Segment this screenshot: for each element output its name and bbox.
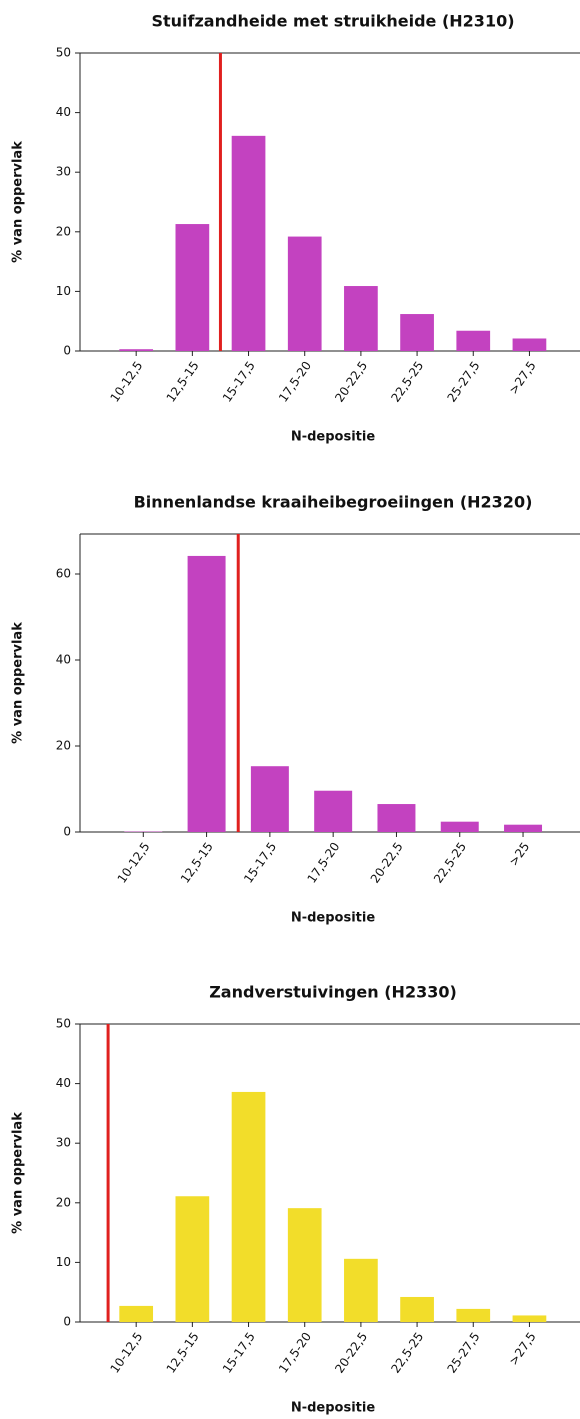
x-axis-label: N-depositie — [291, 1401, 375, 1416]
bar — [504, 824, 543, 832]
bar — [187, 555, 226, 832]
bar — [440, 821, 479, 832]
bar — [377, 804, 416, 832]
x-tick-label: 17,5-20 — [304, 840, 342, 886]
y-tick-label: 60 — [56, 566, 71, 580]
x-tick-label: 22,5-25 — [388, 1330, 426, 1376]
x-tick-label: >27,5 — [506, 359, 539, 397]
y-tick-label: 20 — [56, 224, 71, 238]
x-tick-label: 10-12,5 — [115, 840, 153, 886]
x-tick-label: 20-22,5 — [332, 359, 370, 405]
bar — [400, 1296, 434, 1322]
x-axis-label: N-depositie — [291, 911, 375, 926]
y-tick-label: 30 — [56, 165, 71, 179]
x-tick-label: 15-17,5 — [220, 1330, 258, 1376]
x-tick-label: >25 — [506, 840, 532, 869]
bar — [175, 224, 210, 351]
y-tick-label: 0 — [63, 825, 71, 839]
bar — [231, 135, 266, 351]
bar-chart: Binnenlandse kraaiheibegroeiingen (H2320… — [11, 493, 580, 926]
bar — [287, 1208, 322, 1322]
x-tick-label: 22,5-25 — [388, 359, 426, 405]
y-tick-label: 50 — [56, 46, 71, 60]
x-tick-label: 12,5-15 — [164, 1330, 202, 1376]
bar — [400, 314, 434, 351]
y-tick-label: 40 — [56, 652, 71, 666]
x-tick-label: 25-27,5 — [445, 1330, 483, 1376]
y-tick-label: 40 — [56, 1076, 71, 1090]
bar-chart: Stuifzandheide met struikheide (H2310) 0 1… — [11, 12, 580, 445]
x-tick-label: 12,5-15 — [178, 840, 216, 886]
bar — [344, 1258, 378, 1322]
y-tick-label: 10 — [56, 284, 71, 298]
x-tick-label: 15-17,5 — [220, 359, 258, 405]
x-axis-label: N-depositie — [291, 430, 375, 445]
y-tick-label: 20 — [56, 738, 71, 752]
x-tick-label: 22,5-25 — [431, 840, 469, 886]
y-axis-label: % van oppervlak — [11, 622, 26, 744]
y-tick-label: 0 — [63, 1315, 71, 1329]
x-tick-label: 17,5-20 — [276, 1330, 314, 1376]
bar — [231, 1091, 266, 1322]
bar — [512, 1315, 547, 1322]
bar — [119, 349, 154, 351]
y-tick-label: 50 — [56, 1017, 71, 1031]
chart-title: Stuifzandheide met struikheide (H2310) — [151, 12, 514, 31]
y-tick-label: 40 — [56, 105, 71, 119]
bar-chart: Zandverstuivingen (H2330) 0 10 20 30 40 50 10-1… — [11, 983, 580, 1416]
x-tick-label: 15-17,5 — [241, 840, 279, 886]
bar — [456, 1308, 491, 1322]
chart-title: Binnenlandse kraaiheibegroeiingen (H2320… — [134, 493, 533, 512]
y-tick-label: 10 — [56, 1255, 71, 1269]
y-axis-label: % van oppervlak — [11, 141, 26, 263]
x-tick-label: >27,5 — [506, 1330, 539, 1368]
x-tick-label: 20-22,5 — [332, 1330, 370, 1376]
y-tick-label: 30 — [56, 1136, 71, 1150]
x-tick-label: 10-12,5 — [107, 1330, 145, 1376]
y-tick-label: 20 — [56, 1195, 71, 1209]
bar — [119, 1305, 154, 1322]
y-tick-label: 0 — [63, 344, 71, 358]
x-tick-label: 25-27,5 — [445, 359, 483, 405]
bar — [344, 286, 378, 351]
bar — [314, 790, 353, 832]
bar — [287, 236, 322, 351]
bar — [512, 338, 547, 351]
y-axis-label: % van oppervlak — [11, 1112, 26, 1234]
chart-title: Zandverstuivingen (H2330) — [209, 983, 457, 1002]
bar — [456, 330, 491, 351]
bar — [250, 766, 289, 832]
x-tick-label: 17,5-20 — [276, 359, 314, 405]
x-tick-label: 20-22,5 — [368, 840, 406, 886]
bar — [175, 1196, 210, 1322]
x-tick-label: 12,5-15 — [164, 359, 202, 405]
x-tick-label: 10-12,5 — [107, 359, 145, 405]
